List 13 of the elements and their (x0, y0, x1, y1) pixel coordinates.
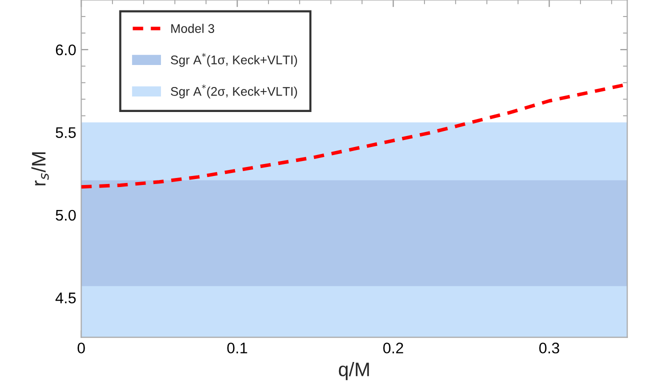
legend-label: Model 3 (171, 24, 214, 33)
x-tick-label: 0.1 (227, 342, 248, 354)
x-tick-label: 0 (78, 342, 85, 354)
x-tick-label: 0.3 (539, 342, 560, 354)
y-tick-label: 6.0 (56, 44, 76, 56)
x-tick-label: 0.2 (383, 342, 404, 354)
y-tick-label: 5.5 (56, 127, 76, 138)
y-tick-label: 4.5 (56, 292, 76, 304)
legend-label: Sgr A$^{*}$(2σ, Keck+VLTI) (170, 84, 298, 98)
y-axis-title: r$_{s}$/M (31, 152, 49, 186)
x-axis-title: q/M (338, 362, 369, 380)
y-tick-label: 5.0 (56, 210, 76, 221)
legend-label: Sgr A$^{*}$(1σ, Keck+VLTI) (170, 52, 298, 67)
